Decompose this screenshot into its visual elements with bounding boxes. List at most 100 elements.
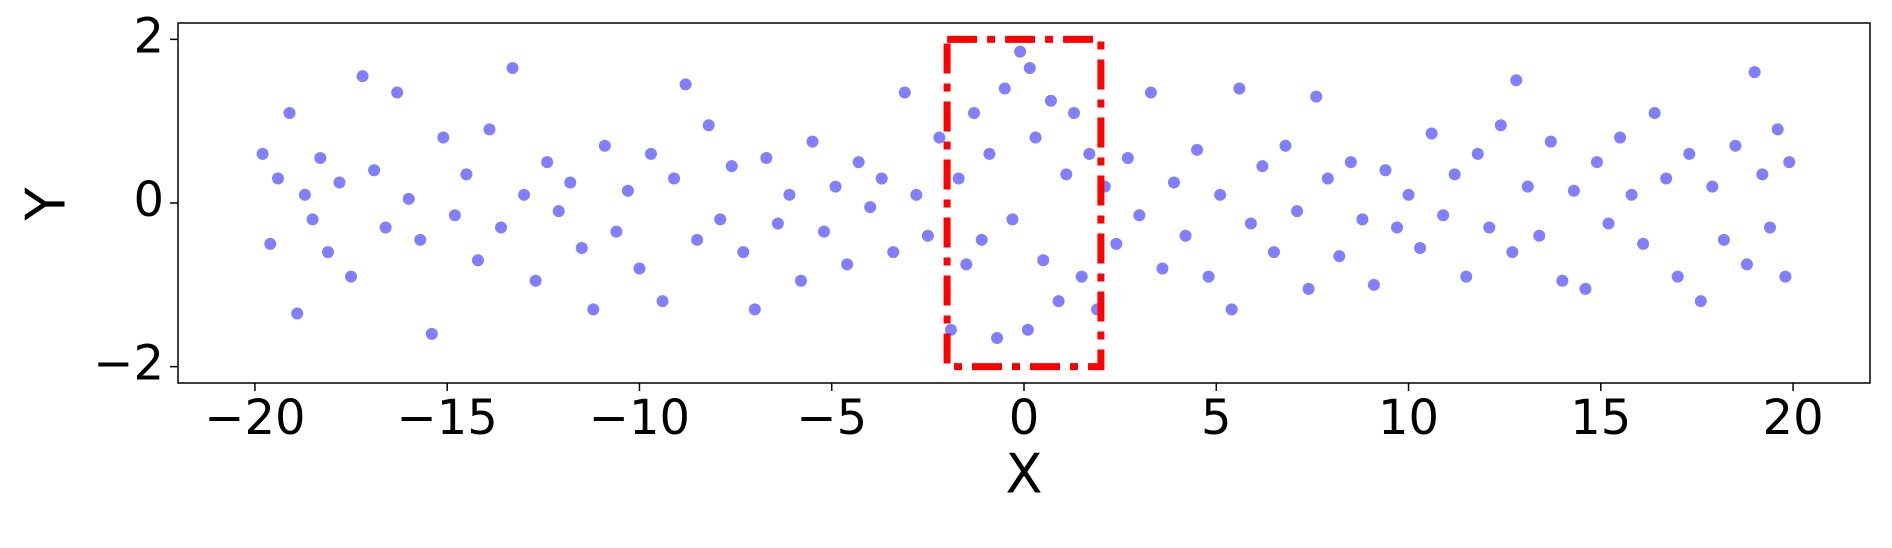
point — [256, 147, 269, 160]
point — [968, 107, 981, 119]
y-tick-label: 2 — [133, 8, 164, 64]
point — [506, 62, 519, 74]
point — [314, 152, 327, 164]
point — [875, 172, 888, 185]
point — [1267, 246, 1280, 259]
point — [852, 156, 865, 169]
point — [552, 205, 565, 218]
point — [1214, 188, 1227, 201]
point — [306, 213, 319, 226]
point — [425, 327, 438, 340]
point — [1748, 66, 1761, 79]
point — [1021, 323, 1034, 336]
point — [1694, 295, 1707, 308]
point — [1133, 209, 1146, 222]
point — [1344, 156, 1357, 169]
point — [1067, 107, 1080, 119]
point — [841, 258, 854, 271]
point — [437, 131, 450, 144]
point — [1483, 221, 1496, 234]
point — [1683, 147, 1696, 160]
point — [1521, 180, 1534, 193]
point — [333, 176, 346, 189]
point — [1321, 172, 1334, 185]
point — [391, 86, 404, 99]
point — [1014, 45, 1027, 58]
point — [518, 188, 531, 201]
point — [668, 172, 681, 185]
point — [960, 258, 973, 271]
point — [633, 262, 646, 275]
point — [991, 332, 1004, 344]
point — [1244, 217, 1257, 230]
point — [1510, 74, 1523, 87]
point — [1075, 270, 1088, 283]
point — [1191, 143, 1204, 156]
point — [1356, 213, 1369, 226]
point — [725, 160, 738, 173]
point — [1471, 147, 1484, 160]
point — [1167, 176, 1180, 189]
point — [1764, 221, 1777, 234]
point — [1402, 188, 1415, 201]
point — [610, 225, 623, 238]
point — [587, 303, 600, 316]
point — [1302, 282, 1315, 295]
point — [1625, 188, 1638, 201]
point — [1202, 270, 1215, 283]
point — [483, 123, 496, 136]
x-tick-label: 0 — [1009, 390, 1040, 446]
point — [495, 221, 508, 234]
point — [794, 274, 807, 287]
point — [1052, 295, 1065, 308]
point — [1291, 205, 1304, 218]
point — [679, 78, 692, 91]
point — [271, 172, 284, 185]
point — [1037, 254, 1050, 267]
point — [1256, 160, 1269, 173]
point — [345, 270, 358, 283]
point — [829, 180, 842, 193]
point — [564, 176, 577, 189]
point — [379, 221, 392, 234]
point — [402, 192, 415, 205]
point — [1310, 90, 1323, 103]
point — [1779, 270, 1792, 283]
point — [1279, 139, 1292, 152]
point — [283, 107, 296, 119]
point — [910, 188, 923, 201]
point — [1706, 180, 1719, 193]
point — [998, 82, 1011, 95]
point — [898, 86, 911, 99]
point — [806, 135, 819, 148]
point — [1717, 233, 1730, 246]
point — [598, 139, 611, 152]
point — [1029, 131, 1042, 144]
point — [414, 233, 427, 246]
point — [1060, 168, 1073, 181]
point — [1660, 172, 1673, 185]
point — [575, 242, 588, 254]
y-tick-label: −2 — [93, 336, 164, 392]
point — [1602, 217, 1615, 230]
point — [368, 164, 381, 177]
point — [748, 303, 761, 316]
point — [1614, 131, 1627, 144]
point — [621, 184, 634, 197]
point — [921, 229, 934, 242]
point — [818, 225, 831, 238]
point — [1567, 184, 1580, 197]
point — [1756, 168, 1769, 181]
x-tick-label: −10 — [589, 390, 690, 446]
point — [1367, 278, 1380, 291]
point — [1233, 82, 1246, 95]
point — [1460, 270, 1473, 283]
point — [1023, 62, 1036, 74]
x-axis-label: X — [1006, 443, 1043, 506]
point — [1729, 139, 1742, 152]
point — [1671, 270, 1684, 283]
point — [298, 188, 311, 201]
point — [1533, 229, 1546, 242]
x-tick-label: −15 — [397, 390, 498, 446]
